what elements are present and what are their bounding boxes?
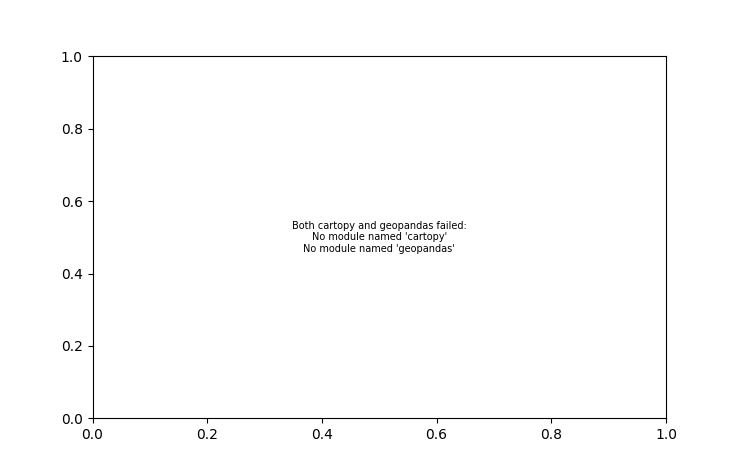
Text: Both cartopy and geopandas failed:
No module named 'cartopy'
No module named 'ge: Both cartopy and geopandas failed: No mo…	[292, 221, 467, 254]
